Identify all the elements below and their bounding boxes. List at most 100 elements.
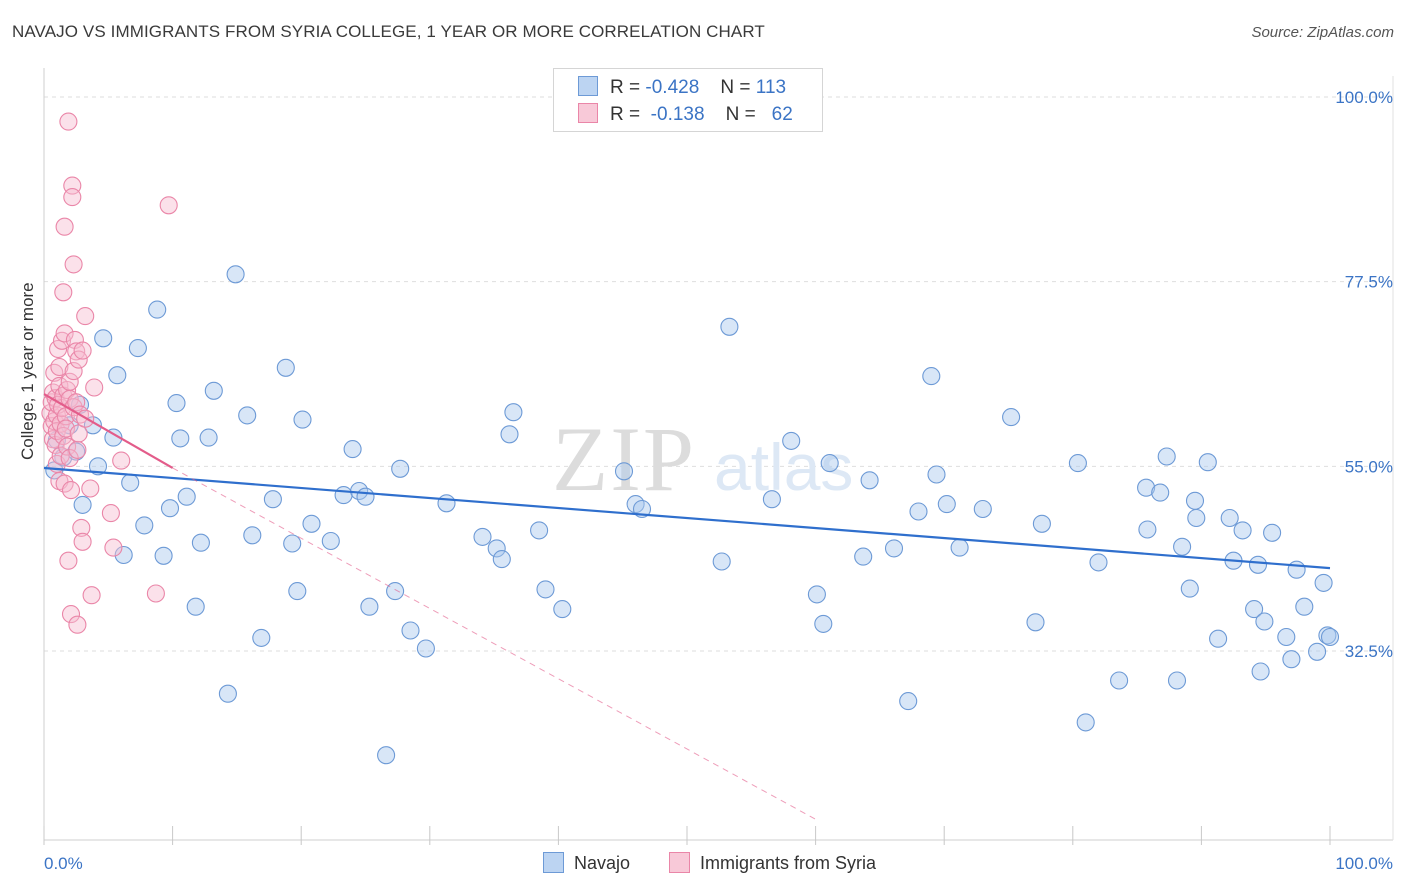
tick-labels: 32.5% 55.0% 77.5% 100.0% 0.0% 100.0% xyxy=(44,88,1393,873)
navajo-point xyxy=(386,582,405,601)
syria-point xyxy=(159,196,178,215)
navajo-point xyxy=(820,454,839,473)
navajo-point xyxy=(504,403,523,422)
syria-point xyxy=(61,481,81,500)
y-tick-label: 32.5% xyxy=(1345,642,1393,661)
navajo-point xyxy=(391,459,410,478)
navajo-point xyxy=(1089,553,1108,572)
navajo-point xyxy=(1167,671,1187,690)
bottom-legend-navajo[interactable]: Navajo xyxy=(543,852,630,874)
navajo-point xyxy=(909,502,928,521)
navajo-point xyxy=(1314,573,1333,592)
y-axis-label: College, 1 year or more xyxy=(18,282,37,460)
navajo-point xyxy=(1198,453,1217,472)
navajo-point xyxy=(334,486,353,505)
syria-point xyxy=(82,586,101,605)
navajo-trendline xyxy=(43,466,1331,570)
navajo-point xyxy=(171,429,190,448)
navajo-point xyxy=(263,490,282,509)
syria-point xyxy=(54,426,73,446)
navajo-point xyxy=(283,534,302,553)
syria-point xyxy=(104,538,123,557)
navajo-point xyxy=(782,431,801,450)
legend-r-value-navajo: -0.428 xyxy=(645,77,700,98)
navajo-point xyxy=(226,265,245,284)
syria-point xyxy=(72,518,91,537)
navajo-point xyxy=(1255,612,1274,631)
legend-row-syria: R = -0.138 N = 62 xyxy=(578,103,793,127)
navajo-point xyxy=(401,621,420,640)
navajo-point xyxy=(1233,521,1252,540)
navajo-point xyxy=(922,367,941,386)
grid-lines xyxy=(44,96,1392,652)
navajo-point xyxy=(154,546,173,565)
syria-point xyxy=(54,283,73,302)
chart-title: NAVAJO VS IMMIGRANTS FROM SYRIA COLLEGE,… xyxy=(12,22,765,41)
syria-point xyxy=(68,440,87,459)
syria-point xyxy=(52,331,72,350)
navajo-point xyxy=(302,514,321,533)
source-label: Source: ZipAtlas.com xyxy=(1251,24,1394,41)
navajo-point xyxy=(884,539,904,558)
navajo-point xyxy=(937,495,956,514)
navajo-point xyxy=(1032,514,1051,533)
navajo-point xyxy=(1282,650,1301,669)
navajo-point xyxy=(720,317,739,336)
navajo-point xyxy=(473,527,492,546)
syria-point xyxy=(69,424,88,443)
navajo-point xyxy=(1138,520,1157,539)
stats-legend: R = -0.428 N = 113 R = -0.138 N = 62 xyxy=(553,68,823,132)
navajo-point xyxy=(1251,662,1270,681)
navajo-point xyxy=(128,339,147,358)
bottom-legend-label-navajo: Navajo xyxy=(574,853,631,873)
navajo-point xyxy=(1185,491,1205,510)
navajo-point xyxy=(218,684,237,703)
navajo-point xyxy=(114,545,133,565)
syria-point xyxy=(49,339,68,359)
navajo-point xyxy=(288,582,307,601)
navajo-point xyxy=(108,366,127,385)
navajo-point xyxy=(1209,629,1228,648)
legend-n-value-navajo: 113 xyxy=(755,77,787,98)
syria-point xyxy=(112,451,131,470)
navajo-point xyxy=(1277,627,1296,647)
navajo-point xyxy=(121,473,140,492)
navajo-point xyxy=(1173,537,1192,556)
navajo-point xyxy=(1263,523,1282,542)
bottom-legend-syria[interactable]: Immigrants from Syria xyxy=(669,852,876,874)
navajo-point xyxy=(276,358,295,377)
navajo-point xyxy=(814,614,833,633)
navajo-point xyxy=(950,538,969,557)
navajo-point xyxy=(1076,713,1095,732)
legend-row-navajo: R = -0.428 N = 113 xyxy=(578,76,786,100)
syria-point xyxy=(64,255,83,274)
navajo-point xyxy=(148,300,167,319)
axes xyxy=(43,68,1394,845)
syria-point xyxy=(146,584,165,603)
navajo-point xyxy=(1157,447,1176,466)
navajo-points xyxy=(45,265,1340,765)
navajo-point xyxy=(360,597,379,616)
navajo-point xyxy=(186,597,205,616)
navajo-point xyxy=(860,471,879,490)
syria-point xyxy=(58,437,77,456)
navajo-point xyxy=(1068,454,1087,473)
navajo-point xyxy=(614,462,634,481)
x-tick-label: 0.0% xyxy=(44,854,83,873)
y-tick-label: 100.0% xyxy=(1335,88,1393,107)
navajo-point xyxy=(530,521,549,540)
navajo-point xyxy=(160,499,180,518)
navajo-point xyxy=(1151,483,1170,502)
syria-point xyxy=(85,378,104,397)
x-tick-label: 100.0% xyxy=(1335,854,1393,873)
syria-point xyxy=(55,474,74,493)
navajo-point xyxy=(500,425,519,444)
syria-point xyxy=(73,341,92,360)
navajo-point xyxy=(712,552,731,571)
syria-point xyxy=(59,551,78,570)
syria-point xyxy=(101,504,120,523)
navajo-point xyxy=(1295,597,1314,616)
syria-trendline-extension xyxy=(172,467,816,820)
syria-point xyxy=(68,615,87,634)
navajo-point xyxy=(377,746,396,765)
